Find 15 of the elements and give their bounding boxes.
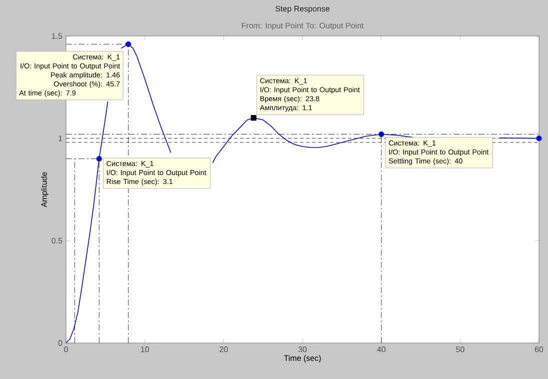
y-axis-title: Amplitude [41,172,48,208]
x-tick-label: 50 [456,346,464,352]
y-tick-label: 1.5 [52,33,62,39]
x-tick-label: 30 [298,346,307,352]
x-tick-label: 0 [64,346,68,352]
x-tick-label: 40 [377,346,386,352]
x-axis-title: Time (sec) [284,355,321,363]
chart-subtitle: From: Input Point To: Output Point [242,22,364,30]
y-tick-label: 0.5 [52,238,62,244]
y-tick-label: 1 [58,136,62,142]
x-tick-label: 20 [220,346,228,352]
x-tick-label: 10 [141,346,149,352]
y-tick-label: 0 [58,340,62,346]
x-tick-label: 60 [534,346,544,352]
chart-title: Step Response [276,6,330,14]
